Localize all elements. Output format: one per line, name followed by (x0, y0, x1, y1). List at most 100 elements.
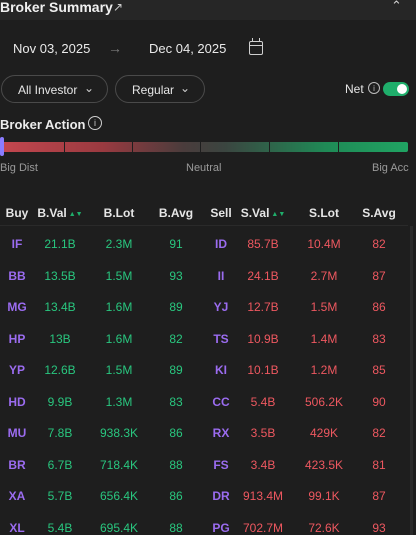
cell-bavg: 86 (169, 489, 183, 503)
cell-sval: 12.7B (247, 300, 279, 314)
cell-sell[interactable]: CC (212, 394, 230, 409)
gauge-divider (64, 142, 65, 152)
info-icon[interactable]: i (368, 82, 380, 94)
cell-sell[interactable]: ID (215, 237, 227, 251)
cell-sval: 10.1B (247, 363, 279, 377)
cell-bval: 13.4B (44, 300, 76, 314)
cell-bavg: 91 (169, 237, 183, 251)
cell-bavg: 83 (169, 394, 183, 409)
toggle-knob (397, 84, 407, 94)
cell-bval: 21.1B (44, 237, 76, 251)
cell-savg: 81 (372, 457, 386, 472)
broker-action-gauge (0, 142, 408, 152)
cell-bval: 7.8B (47, 426, 73, 440)
cell-bavg: 89 (169, 363, 183, 377)
cell-slot: 1.2M (310, 363, 338, 377)
cell-sval: 913.4M (242, 489, 284, 503)
header-slot[interactable]: S.Lot (309, 206, 339, 220)
cell-slot: 2.7M (310, 268, 338, 283)
cell-bavg: 86 (169, 426, 183, 440)
cell-savg: 87 (372, 268, 386, 283)
cell-sval: 3.5B (250, 426, 276, 440)
gauge-divider (269, 142, 270, 152)
cell-sval: 24.1B (247, 268, 279, 283)
cell-buy[interactable]: HP (8, 331, 26, 346)
sort-icon: ▲▼ (271, 211, 286, 218)
cell-sval: 85.7B (247, 237, 279, 251)
header-sval[interactable]: S.Val ▲▼ (240, 206, 286, 220)
cell-bval: 9.9B (47, 394, 73, 409)
investor-dropdown-label: All Investor (18, 83, 78, 97)
cell-slot: 72.6K (308, 520, 340, 535)
start-date[interactable]: Nov 03, 2025 (13, 41, 91, 56)
cell-sell[interactable]: YJ (213, 300, 229, 314)
scrollbar[interactable] (410, 226, 413, 535)
cell-buy[interactable]: MU (7, 426, 27, 440)
broker-action-title: Broker Action (0, 117, 86, 132)
cell-savg: 86 (372, 300, 386, 314)
cell-buy[interactable]: IF (11, 237, 23, 251)
cell-savg: 83 (372, 331, 386, 346)
cell-sell[interactable]: KI (215, 363, 227, 377)
cell-blot: 1.3M (105, 394, 133, 409)
cell-bavg: 88 (169, 520, 183, 535)
date-range-arrow: → (108, 40, 122, 56)
cell-blot: 1.6M (105, 331, 133, 346)
market-dropdown[interactable]: Regular ⌄ (115, 75, 205, 103)
header-buy: Buy (5, 206, 29, 220)
cell-savg: 85 (372, 363, 386, 377)
info-icon[interactable]: i (88, 116, 102, 130)
panel-title: Broker Summary (0, 0, 113, 15)
cell-bval: 13B (49, 331, 71, 346)
cell-savg: 90 (372, 394, 386, 409)
cell-sell[interactable]: II (217, 268, 225, 283)
cell-blot: 695.4K (99, 520, 139, 535)
investor-dropdown[interactable]: All Investor ⌄ (1, 75, 108, 103)
gauge-divider (200, 142, 201, 152)
gauge-label-right: Big Acc (372, 162, 409, 174)
gauge-marker (0, 137, 4, 156)
header-bavg[interactable]: B.Avg (158, 206, 194, 220)
gauge-divider (132, 142, 133, 152)
cell-slot: 506.2K (304, 394, 344, 409)
cell-blot: 938.3K (99, 426, 139, 440)
header-savg[interactable]: S.Avg (362, 206, 396, 220)
cell-savg: 93 (372, 520, 386, 535)
chevron-up-icon[interactable]: ⌃ (391, 0, 402, 13)
cell-buy[interactable]: XA (8, 489, 26, 503)
cell-bavg: 89 (169, 300, 183, 314)
cell-bavg: 82 (169, 331, 183, 346)
cell-buy[interactable]: MG (7, 300, 27, 314)
cell-sell[interactable]: RX (212, 426, 230, 440)
cell-buy[interactable]: BR (8, 457, 26, 472)
cell-buy[interactable]: XL (9, 520, 25, 535)
cell-savg: 82 (372, 237, 386, 251)
cell-blot: 1.5M (105, 363, 133, 377)
cell-bavg: 93 (169, 268, 183, 283)
cell-buy[interactable]: BB (8, 268, 26, 283)
cell-slot: 10.4M (307, 237, 341, 251)
cell-buy[interactable]: HD (8, 394, 26, 409)
table-header-divider (0, 225, 408, 226)
cell-bval: 12.6B (44, 363, 76, 377)
cell-sell[interactable]: DR (212, 489, 230, 503)
cell-bval: 5.7B (47, 489, 73, 503)
cell-savg: 87 (372, 489, 386, 503)
cell-sell[interactable]: FS (213, 457, 229, 472)
gauge-label-left: Big Dist (0, 162, 38, 174)
net-toggle[interactable] (383, 82, 409, 96)
cell-slot: 99.1K (308, 489, 340, 503)
external-link-icon[interactable]: ↗ (113, 0, 124, 14)
cell-sval: 10.9B (247, 331, 279, 346)
cell-bavg: 88 (169, 457, 183, 472)
end-date[interactable]: Dec 04, 2025 (149, 41, 227, 56)
cell-sval: 5.4B (250, 394, 276, 409)
gauge-label-center: Neutral (186, 162, 222, 174)
cell-bval: 5.4B (47, 520, 73, 535)
calendar-icon[interactable] (249, 38, 263, 55)
cell-sell[interactable]: PG (212, 520, 230, 535)
header-bval[interactable]: B.Val ▲▼ (37, 206, 83, 220)
header-blot[interactable]: B.Lot (103, 206, 135, 220)
cell-sell[interactable]: TS (213, 331, 229, 346)
cell-buy[interactable]: YP (8, 363, 25, 377)
